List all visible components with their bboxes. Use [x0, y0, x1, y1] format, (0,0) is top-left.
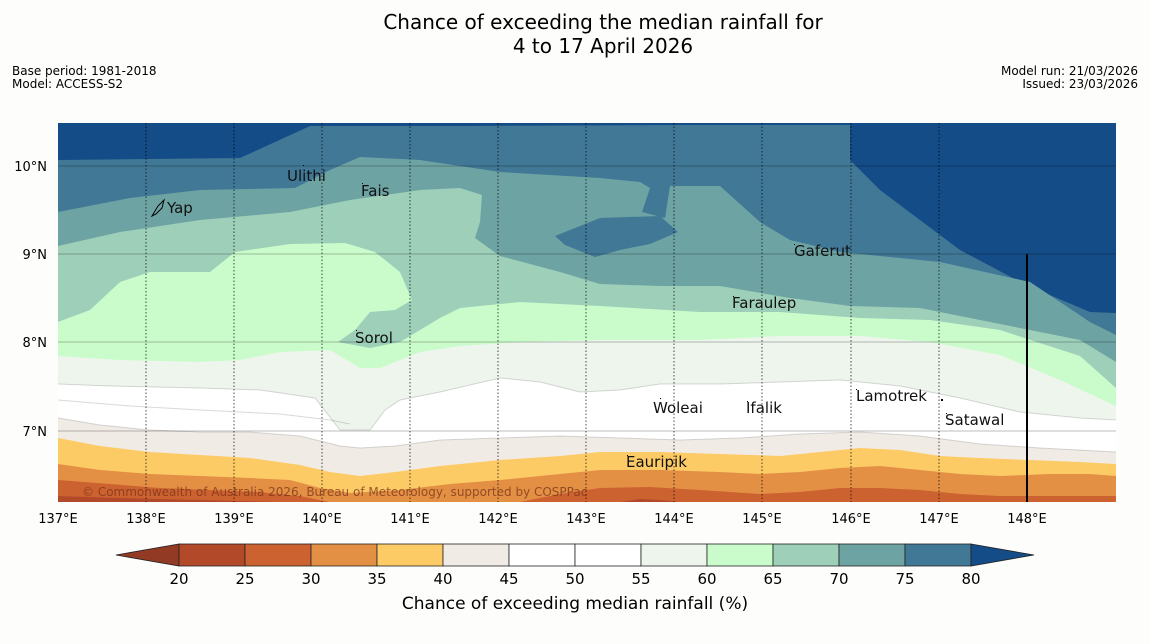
- contour-lines: [58, 377, 1116, 453]
- y-axis-labels: 10°N 9°N 8°N 7°N: [14, 160, 47, 440]
- colorbar-label: Chance of exceeding median rainfall (%): [401, 594, 749, 614]
- model-name: Model: ACCESS-S2: [12, 77, 124, 91]
- colorbar-segment: [838, 543, 906, 567]
- y-tick-10n: 10°N: [14, 160, 47, 175]
- colorbar-segment: [442, 543, 510, 567]
- colorbar-tick: 45: [499, 570, 519, 588]
- place-ifalik: Ifalik: [746, 399, 782, 417]
- colorbar-tick: 50: [565, 570, 585, 588]
- colorbar-tick: 55: [631, 570, 651, 588]
- colorbar-segment: [178, 543, 246, 567]
- place-labels: Yap Ulithi Fais Gaferut Faraulep Sorol L…: [166, 167, 1004, 471]
- place-sorol: Sorol: [355, 329, 393, 347]
- colorbar-segment: [772, 543, 840, 567]
- colorbar-tick: 20: [169, 570, 189, 588]
- model-run: Model run: 21/03/2026: [1000, 64, 1138, 78]
- colorbar-tick: 30: [301, 570, 321, 588]
- colorbar-segment: [706, 543, 774, 567]
- copyright-text: © Commonwealth of Australia 2026, Bureau…: [82, 485, 587, 499]
- y-tick-9n: 9°N: [23, 248, 48, 263]
- colorbar-segment: [904, 543, 972, 567]
- meta-right: Model run: 21/03/2026 Issued: 23/03/2026: [1001, 65, 1138, 91]
- meta-left: Base period: 1981-2018 Model: ACCESS-S2: [12, 65, 157, 91]
- place-ulithi: Ulithi: [287, 167, 326, 185]
- x-tick-145: 145°E: [742, 512, 782, 527]
- issued-date: Issued: 23/03/2026: [1022, 77, 1138, 91]
- base-period: Base period: 1981-2018: [12, 64, 157, 78]
- place-gaferut: Gaferut: [794, 242, 851, 260]
- band-20-25: [58, 496, 280, 502]
- island-markers: [303, 165, 947, 456]
- x-axis-labels: 137°E 138°E 139°E 140°E 141°E 142°E 143°…: [38, 512, 1047, 527]
- colorbar-over-arrow: [970, 543, 1035, 567]
- colorbar-tick: 80: [961, 570, 981, 588]
- place-fais: Fais: [361, 182, 390, 200]
- x-tick-138: 138°E: [126, 512, 166, 527]
- band-20-25-b: [620, 499, 680, 502]
- colorbar-segment: [508, 543, 576, 567]
- y-tick-7n: 7°N: [23, 425, 48, 440]
- x-tick-140: 140°E: [302, 512, 342, 527]
- colorbar: [115, 543, 1035, 567]
- colorbar-segment: [310, 543, 378, 567]
- colorbar-segments: [178, 543, 972, 567]
- x-tick-146: 146°E: [831, 512, 871, 527]
- title-line-2: 4 to 17 April 2026: [512, 34, 694, 58]
- place-woleai: Woleai: [653, 399, 703, 417]
- title-line-1: Chance of exceeding the median rainfall …: [383, 10, 823, 34]
- colorbar-segment: [640, 543, 708, 567]
- place-faraulep: Faraulep: [732, 294, 796, 312]
- colorbar-tick: 70: [829, 570, 849, 588]
- x-tick-142: 142°E: [478, 512, 518, 527]
- place-eauripik: Eauripik: [626, 453, 687, 471]
- place-yap: Yap: [166, 199, 193, 217]
- x-tick-144: 144°E: [654, 512, 694, 527]
- x-tick-147: 147°E: [919, 512, 959, 527]
- graticule: [58, 123, 1116, 502]
- x-tick-137: 137°E: [38, 512, 78, 527]
- x-tick-139: 139°E: [214, 512, 254, 527]
- colorbar-tick: 35: [367, 570, 387, 588]
- colorbar-tick: 65: [763, 570, 783, 588]
- colorbar-segment: [376, 543, 444, 567]
- y-tick-8n: 8°N: [23, 336, 48, 351]
- x-tick-148: 148°E: [1007, 512, 1047, 527]
- colorbar-tick: 75: [895, 570, 915, 588]
- colorbar-tick: 25: [235, 570, 255, 588]
- place-lamotrek: Lamotrek: [856, 387, 927, 405]
- map-title: Chance of exceeding the median rainfall …: [0, 10, 1150, 58]
- colorbar-tick: 60: [697, 570, 717, 588]
- colorbar-under-arrow: [115, 543, 180, 567]
- band-25-30: [58, 480, 1116, 502]
- yap-island-outline: [150, 198, 165, 218]
- colorbar-tick: 40: [433, 570, 453, 588]
- colorbar-segment: [574, 543, 642, 567]
- rainfall-contours: [58, 123, 1116, 502]
- colorbar-segment: [244, 543, 312, 567]
- x-tick-141: 141°E: [390, 512, 430, 527]
- place-satawal: Satawal: [945, 411, 1004, 429]
- x-tick-143: 143°E: [566, 512, 606, 527]
